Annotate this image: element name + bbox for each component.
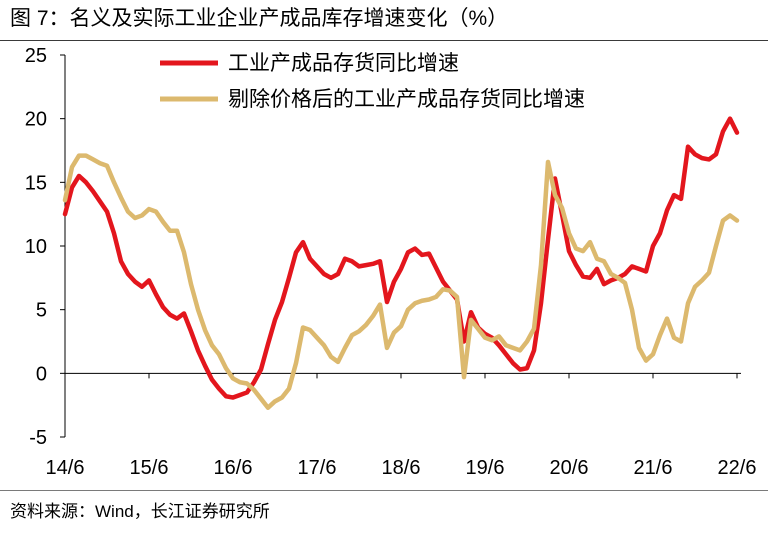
x-tick-label: 17/6	[298, 457, 337, 479]
axes: -5 0 5 10 15 20 25 14/6 15/6 16/6 17/6 18/6 19/6 20/6…	[25, 45, 757, 479]
series-lines	[62, 116, 740, 410]
chart-title: 图 7：名义及实际工业企业产成品库存增速变化（%）	[10, 7, 509, 30]
legend-label-nominal: 工业产成品存货同比增速	[228, 52, 459, 75]
x-tick-label: 15/6	[130, 457, 169, 479]
y-tick-label: 20	[25, 109, 47, 131]
nominal-inventory-growth-line	[62, 116, 740, 400]
y-tick-label: 5	[36, 300, 47, 322]
y-tick-label: 0	[36, 363, 47, 385]
real-inventory-growth-line	[62, 153, 740, 410]
x-tick-label: 20/6	[550, 457, 589, 479]
x-tick-label: 22/6	[718, 457, 757, 479]
x-tick-label: 14/6	[46, 457, 85, 479]
y-tick-label: -5	[29, 427, 47, 449]
source-divider	[0, 490, 768, 491]
source-note: 资料来源：Wind，长江证券研究所	[10, 502, 270, 521]
x-tick-label: 19/6	[466, 457, 505, 479]
x-tick-label: 21/6	[634, 457, 673, 479]
legend: 工业产成品存货同比增速 剔除价格后的工业产成品存货同比增速	[160, 52, 585, 111]
title-divider	[0, 40, 768, 41]
y-tick-label: 10	[25, 236, 47, 258]
y-tick-label: 25	[25, 45, 47, 67]
legend-label-real: 剔除价格后的工业产成品存货同比增速	[228, 88, 585, 111]
x-tick-label: 16/6	[214, 457, 253, 479]
x-tick-label: 18/6	[382, 457, 421, 479]
y-tick-label: 15	[25, 172, 47, 194]
